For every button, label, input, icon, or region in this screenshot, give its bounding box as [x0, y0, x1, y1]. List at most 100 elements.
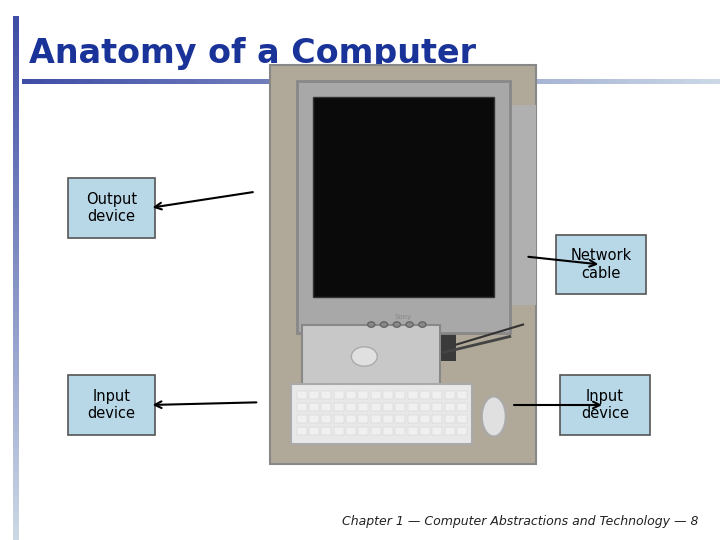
Bar: [594, 79, 601, 84]
Bar: [13, 456, 19, 461]
Bar: [333, 403, 343, 411]
Bar: [13, 388, 19, 393]
Text: Anatomy of a Computer: Anatomy of a Computer: [29, 37, 476, 71]
Bar: [13, 26, 19, 32]
Bar: [13, 309, 19, 315]
Bar: [84, 79, 91, 84]
Bar: [546, 79, 552, 84]
Circle shape: [368, 322, 375, 327]
Bar: [35, 79, 42, 84]
Bar: [457, 415, 467, 423]
Bar: [13, 247, 19, 252]
Bar: [13, 116, 19, 121]
Bar: [392, 325, 414, 353]
Bar: [13, 105, 19, 111]
Bar: [359, 427, 369, 435]
Bar: [13, 43, 19, 48]
Bar: [357, 79, 364, 84]
Bar: [13, 158, 19, 163]
Bar: [629, 79, 636, 84]
Bar: [383, 403, 393, 411]
Bar: [482, 79, 490, 84]
Bar: [13, 215, 19, 220]
Bar: [13, 74, 19, 79]
Bar: [308, 79, 315, 84]
Bar: [13, 435, 19, 441]
Bar: [539, 79, 546, 84]
Ellipse shape: [374, 342, 433, 359]
Bar: [309, 415, 319, 423]
Bar: [280, 79, 287, 84]
Bar: [210, 79, 217, 84]
Bar: [13, 299, 19, 305]
Bar: [13, 446, 19, 451]
Bar: [510, 79, 518, 84]
Bar: [333, 415, 343, 423]
Bar: [321, 415, 331, 423]
Bar: [13, 367, 19, 373]
Bar: [175, 79, 182, 84]
Bar: [615, 79, 622, 84]
Bar: [13, 472, 19, 477]
Bar: [99, 79, 105, 84]
Bar: [622, 79, 629, 84]
Bar: [552, 79, 559, 84]
Bar: [13, 100, 19, 105]
Bar: [168, 79, 175, 84]
Bar: [224, 79, 231, 84]
Bar: [13, 131, 19, 137]
Bar: [13, 37, 19, 42]
Bar: [505, 105, 536, 305]
Bar: [245, 79, 252, 84]
Bar: [13, 184, 19, 189]
Bar: [395, 415, 405, 423]
Bar: [182, 79, 189, 84]
Bar: [524, 79, 531, 84]
Bar: [13, 357, 19, 362]
Bar: [13, 404, 19, 409]
Bar: [383, 427, 393, 435]
Bar: [457, 403, 467, 411]
Bar: [399, 79, 406, 84]
Bar: [13, 152, 19, 158]
Bar: [13, 257, 19, 262]
Bar: [13, 509, 19, 514]
Bar: [601, 79, 608, 84]
Bar: [432, 391, 442, 400]
Bar: [13, 362, 19, 367]
Bar: [432, 427, 442, 435]
Bar: [273, 79, 280, 84]
Bar: [120, 79, 127, 84]
Bar: [13, 231, 19, 236]
Bar: [13, 352, 19, 357]
Bar: [13, 467, 19, 472]
Bar: [13, 194, 19, 200]
Text: Input
device: Input device: [88, 389, 135, 421]
Bar: [13, 199, 19, 205]
Text: Network
cable: Network cable: [570, 248, 632, 281]
Bar: [457, 427, 467, 435]
Bar: [444, 403, 454, 411]
Bar: [713, 79, 720, 84]
Bar: [13, 79, 19, 84]
Bar: [13, 90, 19, 95]
Bar: [133, 79, 140, 84]
Bar: [420, 415, 430, 423]
Bar: [346, 403, 356, 411]
Bar: [559, 79, 567, 84]
Bar: [13, 95, 19, 100]
Bar: [420, 79, 427, 84]
Bar: [13, 414, 19, 420]
Bar: [266, 79, 273, 84]
Bar: [13, 493, 19, 498]
Bar: [315, 79, 322, 84]
Bar: [78, 79, 84, 84]
Bar: [420, 427, 430, 435]
Bar: [333, 427, 343, 435]
Bar: [432, 415, 442, 423]
Bar: [13, 514, 19, 519]
Bar: [297, 81, 510, 333]
Bar: [196, 79, 203, 84]
Bar: [13, 330, 19, 336]
Bar: [13, 503, 19, 509]
